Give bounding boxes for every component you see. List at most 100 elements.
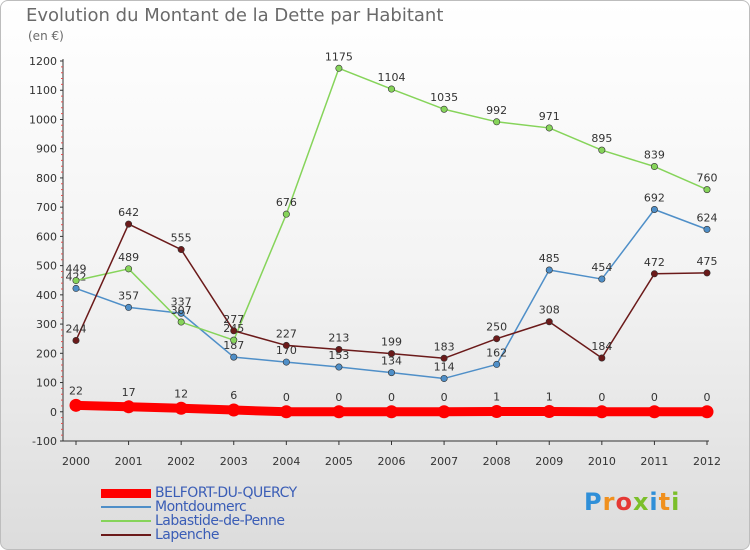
x-tick-label: 2010 [588,455,616,468]
data-label: 0 [335,391,342,404]
data-point [493,360,501,368]
y-tick-label: 0 [50,406,57,419]
data-label: 183 [434,340,455,353]
legend-item: BELFORT-DU-QUERCY [101,486,297,500]
data-label: 0 [704,391,711,404]
data-label: 1175 [325,50,353,63]
data-point [437,405,451,419]
data-point [387,350,395,358]
data-point [230,353,238,361]
data-label: 760 [697,172,718,185]
data-point [598,354,606,362]
data-point [125,303,133,311]
data-point [282,210,290,218]
legend-swatch [101,520,151,522]
data-label: 170 [276,344,297,357]
data-label: 22 [69,384,83,397]
data-label: 199 [381,336,402,349]
data-label: 485 [539,252,560,265]
legend-swatch [101,534,151,536]
data-label: 6 [230,389,237,402]
x-tick-label: 2004 [272,455,300,468]
logo-letter: x [632,488,650,516]
data-label: 244 [66,322,87,335]
legend-swatch [101,506,151,508]
data-point [440,105,448,113]
data-point [335,346,343,354]
legend-label: Labastide-de-Penne [155,513,285,529]
x-tick-label: 2001 [115,455,143,468]
data-point [700,405,714,419]
data-point [493,118,501,126]
data-label: 489 [118,251,139,264]
data-point [387,85,395,93]
data-point [72,336,80,344]
data-label: 227 [276,327,297,340]
data-label: 0 [441,391,448,404]
data-point [387,369,395,377]
data-label: 0 [283,391,290,404]
y-tick-label: 1200 [29,55,57,68]
data-point [545,266,553,274]
data-point [542,404,556,418]
y-tick-label: 1000 [29,113,57,126]
y-tick-label: 900 [36,143,57,156]
data-label: 12 [174,387,188,400]
data-label: 895 [591,132,612,145]
x-tick-label: 2005 [325,455,353,468]
legend-label: Montdoumerc [155,499,247,515]
data-point [490,404,504,418]
y-tick-label: 200 [36,347,57,360]
data-label: 839 [644,149,665,162]
data-point [332,405,346,419]
data-label: 1 [493,390,500,403]
data-point [174,401,188,415]
data-point [595,405,609,419]
data-label: 676 [276,196,297,209]
y-tick-label: -100 [32,435,57,448]
data-point [385,405,398,419]
x-tick-label: 2011 [640,455,668,468]
x-tick-label: 2012 [693,455,721,468]
y-tick-label: 400 [36,289,57,302]
data-point [335,64,343,72]
data-label: 624 [697,211,718,224]
data-point [545,124,553,132]
y-tick-label: 500 [36,260,57,273]
data-label: 1035 [430,91,458,104]
x-tick-label: 2002 [167,455,195,468]
data-point [227,403,241,417]
data-point [122,400,136,414]
data-point [703,269,711,277]
data-label: 642 [118,206,139,219]
data-point [282,358,290,366]
data-label: 454 [591,261,612,274]
data-point [69,398,83,412]
data-label: 337 [171,295,192,308]
data-label: 17 [122,386,136,399]
data-label: 250 [486,321,507,334]
data-label: 162 [486,346,507,359]
data-point [230,336,238,344]
data-point [598,146,606,154]
logo-letter: P [584,488,603,516]
data-point [650,270,658,278]
data-label: 277 [223,313,244,326]
data-point [598,275,606,283]
logo-letter: r [602,488,616,516]
data-point [703,186,711,194]
data-label: 134 [381,355,402,368]
legend-item: Labastide-de-Penne [101,514,297,528]
data-label: 422 [66,270,87,283]
data-label: 555 [171,232,192,245]
data-label: 692 [644,191,665,204]
y-tick-label: 800 [36,172,57,185]
data-point [647,405,661,419]
data-point [493,335,501,343]
x-tick-label: 2000 [62,455,90,468]
data-point [230,327,238,335]
data-point [650,205,658,213]
legend-item: Lapenche [101,528,297,542]
